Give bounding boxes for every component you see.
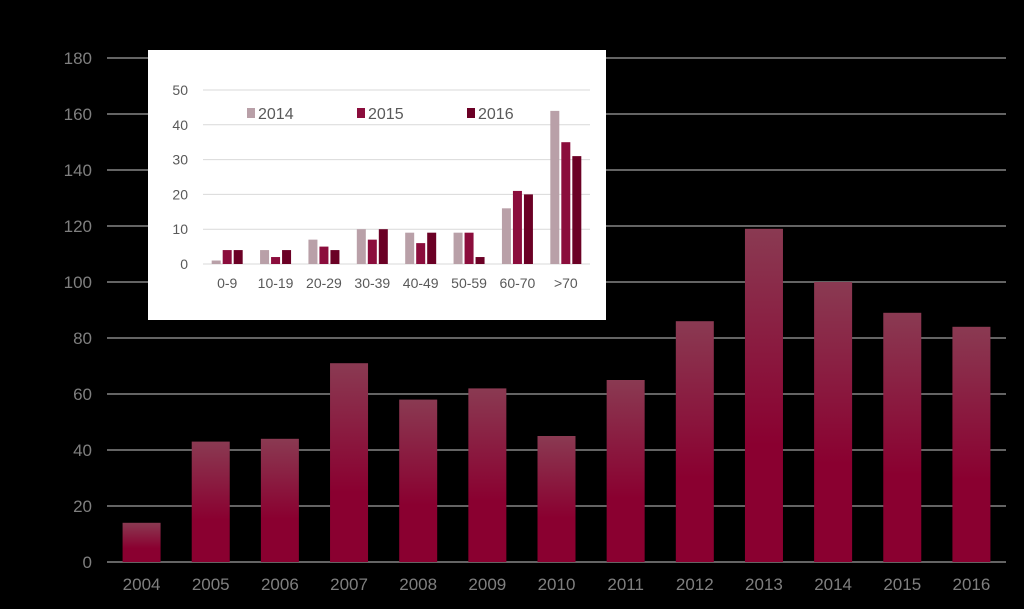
inset-bar: [572, 156, 582, 264]
main-bar: [537, 436, 576, 562]
inset-bar: [501, 208, 511, 264]
main-y-tick-label: 40: [73, 441, 92, 460]
inset-legend-label: 2015: [368, 106, 404, 123]
inset-bar: [282, 250, 292, 264]
main-x-tick-label: 2008: [399, 575, 437, 594]
main-y-tick-label: 180: [64, 49, 92, 68]
inset-y-tick-label: 30: [172, 152, 188, 168]
inset-x-tick-label: 40-49: [403, 275, 439, 291]
main-x-tick-label: 2016: [953, 575, 991, 594]
inset-bar: [475, 257, 485, 264]
inset-legend-label: 2014: [258, 106, 294, 123]
inset-bar: [464, 232, 474, 264]
inset-bar: [427, 232, 437, 264]
inset-x-tick-label: 30-39: [354, 275, 390, 291]
main-y-tick-label: 160: [64, 105, 92, 124]
inset-legend-swatch: [357, 108, 365, 118]
main-y-tick-label: 80: [73, 329, 92, 348]
main-x-tick-label: 2011: [607, 575, 644, 594]
inset-bar: [271, 257, 281, 264]
inset-bar: [550, 110, 560, 264]
inset-x-axis: 0-9 10-19 20-29 30-39 40-49 50-59 60-70 >70: [217, 275, 578, 291]
main-y-tick-label: 100: [64, 273, 92, 292]
main-y-tick-label: 0: [83, 553, 92, 572]
inset-bar: [378, 229, 388, 264]
main-bar: [260, 438, 299, 562]
main-y-tick-label: 120: [64, 217, 92, 236]
main-bar: [675, 321, 714, 562]
inset-y-tick-label: 20: [172, 186, 188, 202]
inset-bar: [330, 250, 340, 264]
inset-x-tick-label: 0-9: [217, 275, 237, 291]
main-bar: [330, 363, 369, 562]
main-bar: [468, 388, 507, 562]
inset-x-tick-label: >70: [554, 275, 578, 291]
main-y-axis: 0 20 40 60 80 100 120 140 160 180: [64, 49, 92, 572]
inset-bar: [222, 250, 232, 264]
inset-bar: [512, 190, 522, 264]
inset-y-tick-label: 40: [172, 117, 188, 133]
inset-background: [148, 50, 606, 320]
main-x-tick-label: 2015: [883, 575, 921, 594]
inset-bar: [260, 250, 270, 264]
inset-x-tick-label: 60-70: [500, 275, 536, 291]
main-bar: [399, 399, 438, 562]
inset-bar: [453, 232, 463, 264]
inset-bar: [356, 229, 366, 264]
main-x-axis: 2004 2005 2006 2007 2008 2009 2010 2011 2012 2013…: [123, 575, 991, 594]
main-bar: [191, 441, 230, 562]
inset-y-tick-label: 50: [172, 82, 188, 98]
main-bar: [883, 312, 922, 562]
inset-legend-swatch: [467, 108, 475, 118]
main-y-tick-label: 20: [73, 497, 92, 516]
inset-bar: [233, 250, 243, 264]
inset-bar: [523, 194, 533, 264]
main-x-tick-label: 2007: [330, 575, 368, 594]
main-y-tick-label: 140: [64, 161, 92, 180]
main-x-tick-label: 2010: [538, 575, 576, 594]
inset-bar: [367, 239, 377, 264]
main-bar: [606, 380, 645, 562]
inset-y-axis: 0 10 20 30 40 50: [172, 82, 188, 272]
inset-bar: [405, 232, 415, 264]
main-x-tick-label: 2009: [468, 575, 506, 594]
inset-bars: [211, 110, 582, 264]
inset-legend-swatch: [247, 108, 255, 118]
main-y-tick-label: 60: [73, 385, 92, 404]
main-bar: [744, 228, 783, 563]
inset-chart: 0 10 20 30 40 50 0-9 10-19 20-29 30-39 40-49 50-59…: [148, 50, 606, 320]
main-x-tick-label: 2006: [261, 575, 299, 594]
inset-x-tick-label: 50-59: [451, 275, 487, 291]
inset-x-tick-label: 10-19: [258, 275, 294, 291]
main-x-tick-label: 2014: [814, 575, 852, 594]
main-x-tick-label: 2013: [745, 575, 783, 594]
main-bar: [814, 282, 853, 562]
inset-legend: 2014 2015 2016: [247, 106, 514, 123]
main-x-tick-label: 2012: [676, 575, 714, 594]
inset-bar: [319, 246, 329, 264]
inset-y-tick-label: 0: [180, 256, 188, 272]
inset-x-tick-label: 20-29: [306, 275, 342, 291]
main-bar: [122, 522, 161, 562]
inset-bar: [308, 239, 318, 264]
main-bars: [122, 228, 991, 563]
inset-bar: [416, 243, 426, 264]
inset-bar: [211, 260, 221, 264]
inset-y-tick-label: 10: [172, 221, 188, 237]
main-x-tick-label: 2004: [123, 575, 161, 594]
main-bar: [952, 326, 991, 562]
main-x-tick-label: 2005: [192, 575, 230, 594]
inset-bar: [561, 142, 571, 264]
inset-legend-label: 2016: [478, 106, 514, 123]
